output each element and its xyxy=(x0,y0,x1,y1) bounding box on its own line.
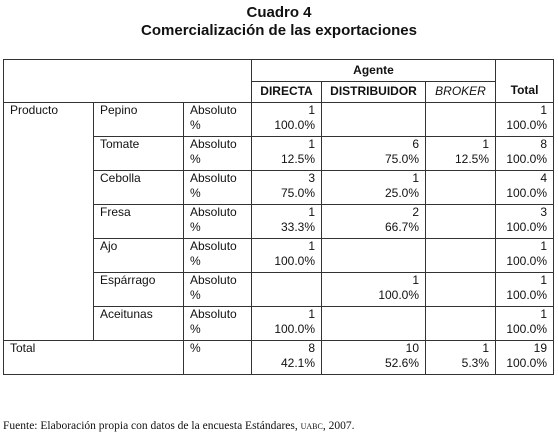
distribuidor-cell: 2 66.7% xyxy=(321,204,427,239)
directa-cell: 1 100.0% xyxy=(251,238,323,273)
broker-cell xyxy=(425,102,497,137)
distribuidor-cell: 6 75.0% xyxy=(321,136,427,171)
directa-cell: 1 12.5% xyxy=(251,136,323,171)
product-name: Fresa xyxy=(93,204,184,239)
broker-cell: 1 12.5% xyxy=(425,136,497,171)
total-cell: 1 100.0% xyxy=(495,238,555,273)
broker-cell xyxy=(425,272,497,307)
total-cell: 4 100.0% xyxy=(495,170,555,205)
measure-label: Absoluto% xyxy=(182,238,253,273)
measure-label: Absoluto% xyxy=(182,306,253,341)
directa-cell: 1 100.0% xyxy=(251,306,323,341)
total-cell: 1 100.0% xyxy=(495,306,555,341)
table-row: Cebolla Absoluto% 3 75.0% 1 25.0% 4 100.0% xyxy=(4,170,555,205)
table-row: Espárrago Absoluto% 1 100.0% 1 100.0% xyxy=(4,272,555,307)
total-cell: 1 100.0% xyxy=(495,272,555,307)
table-row: Producto Pepino Absoluto% 1 100.0% 1 100.0% xyxy=(3,102,555,341)
directa-cell: 1 33.3% xyxy=(251,204,323,239)
broker-cell xyxy=(425,204,497,239)
directa-cell: 1 100.0% xyxy=(251,102,323,137)
row-group-label: Producto xyxy=(3,102,94,341)
table-subtitle: Comercialización de las exportaciones xyxy=(141,22,417,39)
distribuidor-cell xyxy=(321,238,427,273)
distribuidor-cell: 1 25.0% xyxy=(321,170,427,205)
total-broker-cell: 1 5.3% xyxy=(425,340,497,375)
measure-label: Absoluto% xyxy=(182,272,253,307)
measure-label: Absoluto% xyxy=(182,204,253,239)
product-name: Tomate xyxy=(93,136,184,171)
table-row: Aceitunas Absoluto% 1 100.0% 1 100.0% xyxy=(4,306,555,341)
agente-header: Agente xyxy=(251,59,497,82)
export-table: Agente Total DIRECTA DISTRIBUIDOR BROKER… xyxy=(2,59,555,375)
header-row-1: Agente Total xyxy=(2,59,555,103)
measure-label: Absoluto% xyxy=(182,136,253,171)
total-total-cell: 19 100.0% xyxy=(495,340,555,375)
col-header-directa: DIRECTA xyxy=(251,80,323,103)
distribuidor-cell: 1 100.0% xyxy=(321,272,427,307)
total-row-measure: % xyxy=(182,340,253,375)
product-name: Ajo xyxy=(93,238,184,273)
directa-cell: 3 75.0% xyxy=(251,170,323,205)
col-header-broker: BROKER xyxy=(425,80,497,103)
table-row: Ajo Absoluto% 1 100.0% 1 100.0% xyxy=(4,238,555,273)
measure-label: Absoluto% xyxy=(182,102,253,137)
product-name: Aceitunas xyxy=(93,306,184,341)
total-cell: 1 100.0% xyxy=(495,102,555,137)
total-distribuidor-cell: 10 52.6% xyxy=(321,340,427,375)
broker-cell xyxy=(425,238,497,273)
table-title: Cuadro 4 xyxy=(246,4,312,21)
broker-cell xyxy=(425,306,497,341)
broker-cell xyxy=(425,170,497,205)
source-note: Fuente: Elaboración propia con datos de … xyxy=(3,420,355,432)
table-row: Tomate Absoluto% 1 12.5% 6 75.0% 1 12.5% 8 100.0% xyxy=(4,136,555,171)
total-row-label: Total xyxy=(3,340,184,375)
product-name: Cebolla xyxy=(93,170,184,205)
product-name: Espárrago xyxy=(93,272,184,307)
distribuidor-cell xyxy=(321,306,427,341)
measure-label: Absoluto% xyxy=(182,170,253,205)
directa-cell xyxy=(251,272,323,307)
total-cell: 8 100.0% xyxy=(495,136,555,171)
col-header-distribuidor: DISTRIBUIDOR xyxy=(321,80,427,103)
total-directa-cell: 8 42.1% xyxy=(251,340,323,375)
distribuidor-cell xyxy=(321,102,427,137)
total-cell: 3 100.0% xyxy=(495,204,555,239)
product-name: Pepino xyxy=(93,102,184,137)
total-header: Total xyxy=(495,59,555,103)
empty-corner xyxy=(2,59,253,103)
total-row: Total % 8 42.1% 10 52.6% 1 5.3% 19 100.0% xyxy=(3,340,555,375)
table-row: Fresa Absoluto% 1 33.3% 2 66.7% 3 100.0% xyxy=(4,204,555,239)
